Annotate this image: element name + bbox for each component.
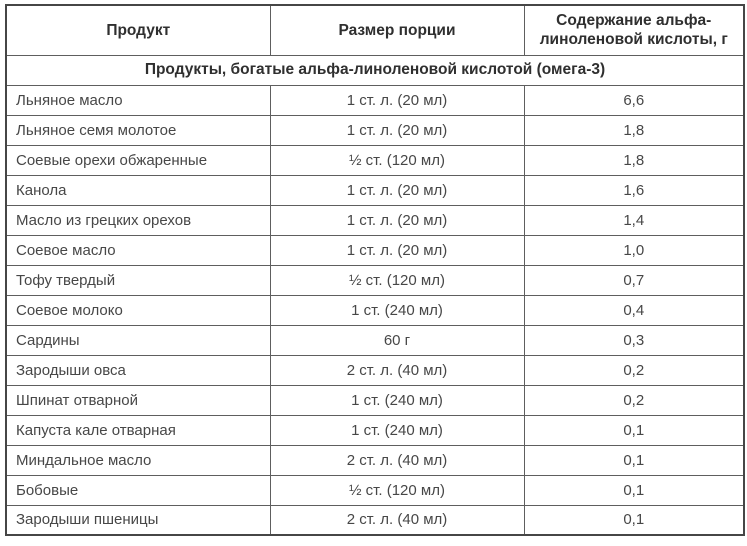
product-cell: Зародыши овса [5,354,271,386]
amount-cell: 1,6 [523,174,745,206]
amount-cell: 0,1 [523,504,745,536]
portion-cell: ½ ст. (120 мл) [269,474,525,506]
column-header-product: Продукт [5,4,271,56]
column-header-portion: Размер порции [269,4,525,56]
amount-cell: 1,8 [523,114,745,146]
portion-cell: ½ ст. (120 мл) [269,144,525,176]
product-cell: Тофу твердый [5,264,271,296]
table-row: Сардины 60 г 0,3 [5,324,745,356]
table-row: Миндальное масло 2 ст. л. (40 мл) 0,1 [5,444,745,476]
amount-cell: 0,2 [523,384,745,416]
amount-cell: 1,4 [523,204,745,236]
table-body: Продукты, богатые альфа-линоленовой кисл… [5,54,745,536]
table-header: Продукт Размер порции Содержание альфа-л… [5,4,745,56]
amount-cell: 1,0 [523,234,745,266]
product-cell: Льняное масло [5,84,271,116]
table-row: Шпинат отварной 1 ст. (240 мл) 0,2 [5,384,745,416]
portion-cell: 2 ст. л. (40 мл) [269,354,525,386]
product-cell: Миндальное масло [5,444,271,476]
amount-cell: 0,4 [523,294,745,326]
table-row: Масло из грецких орехов 1 ст. л. (20 мл)… [5,204,745,236]
product-cell: Капуста кале отварная [5,414,271,446]
table-row: Льняное масло 1 ст. л. (20 мл) 6,6 [5,84,745,116]
product-cell: Льняное семя молотое [5,114,271,146]
amount-cell: 0,1 [523,414,745,446]
portion-cell: 1 ст. л. (20 мл) [269,114,525,146]
header-row: Продукт Размер порции Содержание альфа-л… [5,4,745,56]
product-cell: Бобовые [5,474,271,506]
amount-cell: 1,8 [523,144,745,176]
portion-cell: 1 ст. (240 мл) [269,414,525,446]
portion-cell: 1 ст. (240 мл) [269,384,525,416]
table-row: Тофу твердый ½ ст. (120 мл) 0,7 [5,264,745,296]
product-cell: Соевое масло [5,234,271,266]
product-cell: Соевые орехи обжаренные [5,144,271,176]
omega3-content-table: Продукт Размер порции Содержание альфа-л… [5,4,745,536]
product-cell: Канола [5,174,271,206]
product-cell: Зародыши пшеницы [5,504,271,536]
portion-cell: 1 ст. л. (20 мл) [269,234,525,266]
table-row: Зародыши овса 2 ст. л. (40 мл) 0,2 [5,354,745,386]
product-cell: Сардины [5,324,271,356]
table-row: Канола 1 ст. л. (20 мл) 1,6 [5,174,745,206]
table-row: Капуста кале отварная 1 ст. (240 мл) 0,1 [5,414,745,446]
table-row: Льняное семя молотое 1 ст. л. (20 мл) 1,… [5,114,745,146]
portion-cell: 1 ст. л. (20 мл) [269,84,525,116]
amount-cell: 0,3 [523,324,745,356]
section-title: Продукты, богатые альфа-линоленовой кисл… [5,54,745,86]
portion-cell: 1 ст. (240 мл) [269,294,525,326]
portion-cell: 2 ст. л. (40 мл) [269,444,525,476]
section-header-row: Продукты, богатые альфа-линоленовой кисл… [5,54,745,86]
product-cell: Масло из грецких орехов [5,204,271,236]
table-row: Бобовые ½ ст. (120 мл) 0,1 [5,474,745,506]
amount-cell: 0,1 [523,444,745,476]
portion-cell: 2 ст. л. (40 мл) [269,504,525,536]
table-row: Соевое масло 1 ст. л. (20 мл) 1,0 [5,234,745,266]
portion-cell: 1 ст. л. (20 мл) [269,174,525,206]
amount-cell: 6,6 [523,84,745,116]
portion-cell: 60 г [269,324,525,356]
product-cell: Шпинат отварной [5,384,271,416]
amount-cell: 0,2 [523,354,745,386]
table-row: Зародыши пшеницы 2 ст. л. (40 мл) 0,1 [5,504,745,536]
portion-cell: 1 ст. л. (20 мл) [269,204,525,236]
table-row: Соевые орехи обжаренные ½ ст. (120 мл) 1… [5,144,745,176]
portion-cell: ½ ст. (120 мл) [269,264,525,296]
amount-cell: 0,7 [523,264,745,296]
amount-cell: 0,1 [523,474,745,506]
column-header-amount: Содержание альфа-линоленовой кислоты, г [523,4,745,56]
table-row: Соевое молоко 1 ст. (240 мл) 0,4 [5,294,745,326]
product-cell: Соевое молоко [5,294,271,326]
